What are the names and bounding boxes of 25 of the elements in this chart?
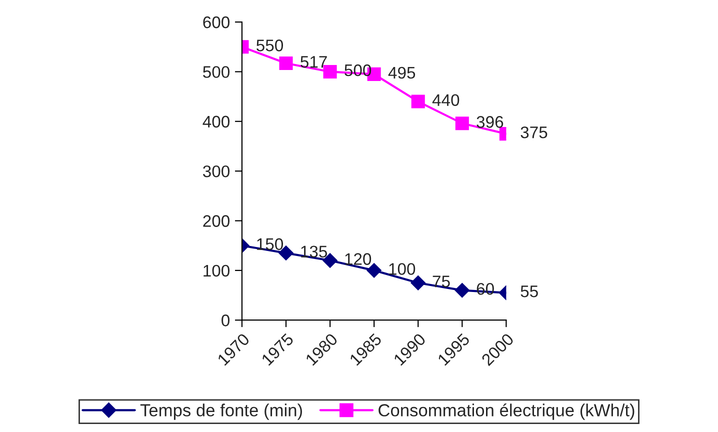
y-tick-label: 0 <box>222 314 230 326</box>
point <box>366 263 382 278</box>
data-label: 75 <box>432 276 450 288</box>
data-label: 550 <box>256 40 284 52</box>
data-label: 440 <box>432 94 460 106</box>
data-label: 120 <box>345 253 372 265</box>
y-tick-label: 200 <box>203 215 230 227</box>
data-label: 495 <box>388 66 416 79</box>
legend-label: Consommation électrique (kWh/t) <box>378 403 634 420</box>
y-tick-label: 600 <box>203 16 230 28</box>
point <box>410 275 426 290</box>
point <box>279 56 293 70</box>
data-label: 150 <box>257 238 284 250</box>
data-label: 100 <box>389 263 416 275</box>
data-label: 55 <box>520 286 538 298</box>
legend-label: Temps de fonte (min) <box>140 404 302 420</box>
point <box>411 94 425 108</box>
data-label: 517 <box>300 56 327 68</box>
y-tick-label: 500 <box>203 66 230 78</box>
y-tick-label: 300 <box>202 165 230 178</box>
data-label: 396 <box>476 116 504 128</box>
y-tick-label: 400 <box>202 116 230 128</box>
y-tick-label: 100 <box>204 264 230 277</box>
data-label: 135 <box>301 246 327 258</box>
data-label: 375 <box>520 126 548 138</box>
